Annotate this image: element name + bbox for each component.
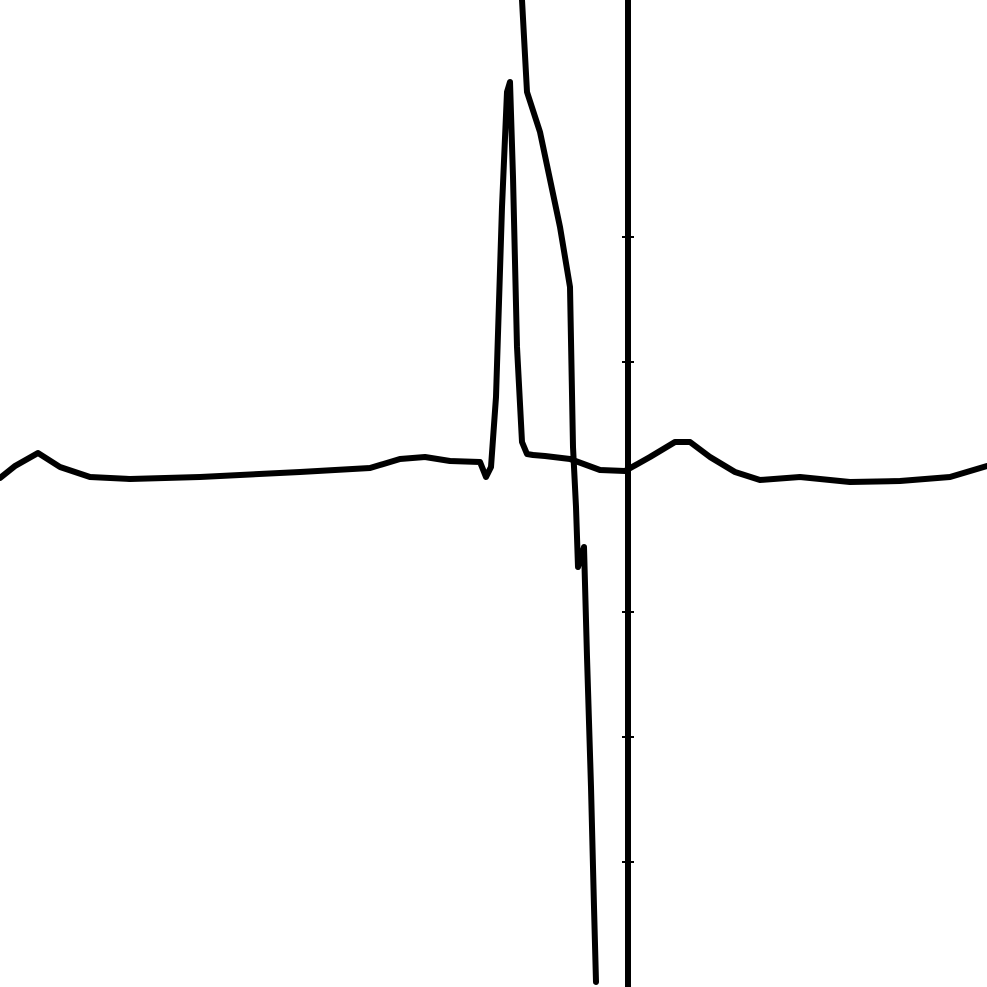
time-marker-layer	[622, 0, 634, 987]
ecg-trace-main	[0, 79, 987, 485]
ecg-trace-overlay	[519, 0, 599, 985]
